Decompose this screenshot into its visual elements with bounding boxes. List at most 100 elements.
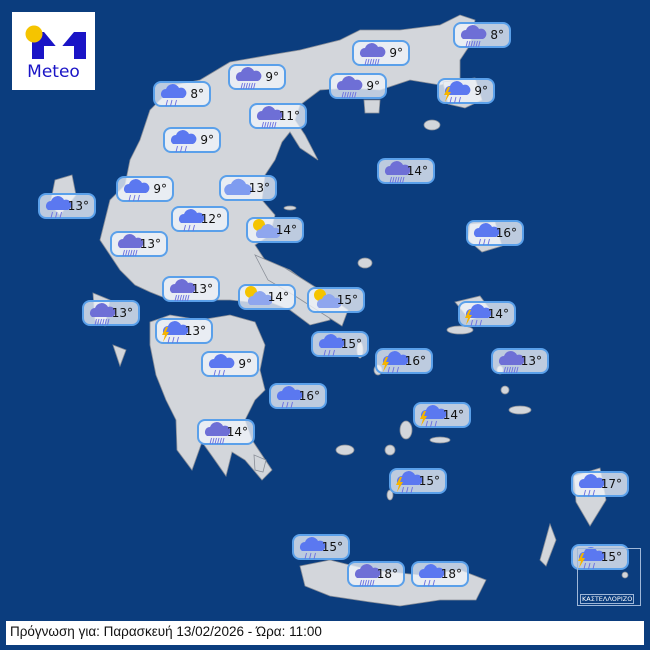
rain-icon xyxy=(419,564,445,587)
temperature: 9° xyxy=(265,70,279,84)
zakynthos xyxy=(112,344,127,368)
logo-text: Meteo xyxy=(27,62,80,82)
station-badge: 9° xyxy=(228,64,286,90)
logo-mark xyxy=(25,25,86,59)
station-badge: 14° xyxy=(197,419,255,445)
rain-icon xyxy=(474,223,500,246)
temperature: 9° xyxy=(366,79,380,93)
heavy-rain-icon xyxy=(499,351,525,374)
thunderstorm-icon xyxy=(465,304,492,327)
temperature: 14° xyxy=(226,425,248,439)
heavy-rain-icon xyxy=(461,25,487,48)
rain-icon xyxy=(300,537,326,560)
temperature: 16° xyxy=(495,226,517,240)
rain-icon xyxy=(579,474,605,497)
milos xyxy=(335,444,355,456)
kos xyxy=(508,405,532,415)
temperature: 13° xyxy=(520,354,542,368)
naxos xyxy=(399,420,413,440)
temperature: 15° xyxy=(321,540,343,554)
station-badge: 16° xyxy=(466,220,524,246)
station-badge: 12° xyxy=(171,206,229,232)
station-badge: 9° xyxy=(201,351,259,377)
station-badge: 15° xyxy=(389,468,447,494)
temperature: 9° xyxy=(389,46,403,60)
station-badge: 9° xyxy=(352,40,410,66)
partly-cloudy-icon xyxy=(253,219,280,238)
temperature: 14° xyxy=(275,223,297,237)
station-badge: 17° xyxy=(571,471,629,497)
station-badge: 14° xyxy=(413,402,471,428)
rain-icon xyxy=(277,386,303,409)
kastellorizo-inset: ΚΑΣΤΕΛΛΟΡΙΖΟ xyxy=(577,548,641,606)
thunderstorm-icon xyxy=(420,405,447,428)
temperature: 9° xyxy=(153,182,167,196)
karpathos xyxy=(539,522,557,567)
temperature: 15° xyxy=(336,293,358,307)
rain-icon xyxy=(161,84,187,107)
station-badge: 13° xyxy=(219,175,277,201)
station-badge: 8° xyxy=(453,22,511,48)
forecast-text: Πρόγνωση για: Παρασκευή 13/02/2026 - Ώρα… xyxy=(10,624,322,639)
temperature: 9° xyxy=(474,84,488,98)
kalymnos xyxy=(500,385,510,395)
heavy-rain-icon xyxy=(385,161,411,184)
temperature: 16° xyxy=(298,389,320,403)
temperature: 18° xyxy=(376,567,398,581)
station-badge: 13° xyxy=(38,193,96,219)
station-badge: 13° xyxy=(491,348,549,374)
rain-icon xyxy=(46,196,72,219)
paros xyxy=(384,444,396,456)
station-badge: 13° xyxy=(155,318,213,344)
heavy-rain-icon xyxy=(90,303,116,326)
station-badge: 13° xyxy=(110,231,168,257)
temperature: 17° xyxy=(600,477,622,491)
temperature: 9° xyxy=(200,133,214,147)
station-badge: 14° xyxy=(246,217,304,243)
temperature: 15° xyxy=(418,474,440,488)
thunderstorm-icon xyxy=(444,81,471,104)
heavy-rain-icon xyxy=(170,279,196,302)
temperature: 8° xyxy=(490,28,504,42)
ikaria xyxy=(446,325,474,335)
skyros xyxy=(357,257,373,269)
rain-icon xyxy=(209,354,235,377)
temperature: 8° xyxy=(190,87,204,101)
temperature: 16° xyxy=(404,354,426,368)
kythira xyxy=(253,454,267,473)
sun-icon xyxy=(25,25,43,43)
heavy-rain-icon xyxy=(355,564,381,587)
station-badge: 13° xyxy=(162,276,220,302)
temperature: 14° xyxy=(487,307,509,321)
inset-label: ΚΑΣΤΕΛΛΟΡΙΖΟ xyxy=(580,594,635,604)
station-badge: 18° xyxy=(347,561,405,587)
amorgos xyxy=(429,436,451,444)
temperature: 14° xyxy=(406,164,428,178)
station-badge: 15° xyxy=(311,331,369,357)
temperature: 13° xyxy=(248,181,270,195)
station-badge: 9° xyxy=(163,127,221,153)
station-badge: 18° xyxy=(411,561,469,587)
temperature: 9° xyxy=(238,357,252,371)
temperature: 15° xyxy=(600,550,622,564)
thunderstorm-icon xyxy=(382,351,409,374)
station-badge: 16° xyxy=(269,383,327,409)
station-badge: 14° xyxy=(238,284,296,310)
thunderstorm-icon xyxy=(162,321,189,344)
heavy-rain-icon xyxy=(118,234,144,257)
station-badge: 16° xyxy=(375,348,433,374)
temperature: 11° xyxy=(278,109,300,123)
station-badge: 15° xyxy=(307,287,365,313)
station-badge: 15° xyxy=(292,534,350,560)
station-badge: 9° xyxy=(437,78,495,104)
temperature: 13° xyxy=(184,324,206,338)
temperature: 18° xyxy=(440,567,462,581)
cloud-icon xyxy=(224,178,252,195)
station-badge: 13° xyxy=(82,300,140,326)
partly-cloudy-icon xyxy=(245,286,272,305)
partly-cloudy-icon xyxy=(314,289,341,308)
temperature: 13° xyxy=(139,237,161,251)
rain-icon xyxy=(171,130,197,153)
station-badge: 9° xyxy=(329,73,387,99)
rain-icon xyxy=(124,179,150,202)
